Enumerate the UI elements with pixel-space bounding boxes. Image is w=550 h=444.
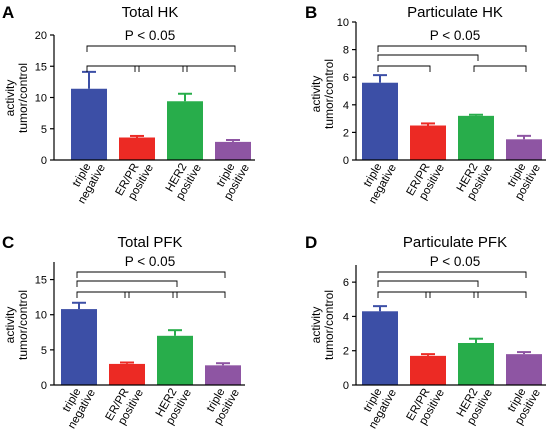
bar-0 [71,88,107,160]
significance-bracket [172,291,226,298]
bar-1 [119,137,155,160]
y-tick-label: 0 [343,155,349,167]
panel-d: D Particulate PFK activitytumor/control 0 2 4… [305,233,546,431]
y-tick-label: 2 [343,127,349,139]
significance-label: P < 0.05 [125,28,175,43]
category-label: ER/PRpositive [114,156,156,205]
bar-3 [506,354,542,385]
y-tick-label: 10 [337,17,349,29]
y-axis-label: activitytumor/control [3,63,30,133]
significance-bracket [377,65,431,72]
panel-c: C Total PFK activitytumor/control 0 5 10 15 tri… [2,233,245,431]
bar-1 [410,125,446,160]
bar-2 [458,343,494,385]
y-tick-label: 15 [35,61,47,73]
significance-label: P < 0.05 [125,254,175,269]
y-axis-label-line: tumor/control [322,290,336,360]
bar-1 [410,355,446,385]
bar-3 [506,139,542,160]
y-tick-label: 10 [35,310,47,322]
panel-title: Particulate HK [407,4,503,21]
bar-0 [362,311,398,385]
panel-letter: B [305,3,317,22]
significance-bracket [76,280,178,287]
y-tick-label: 10 [35,93,47,105]
y-axis-label-line: activity [3,80,17,117]
category-label: triplenegative [55,381,98,431]
panel-title: Total PFK [117,234,182,251]
bar-0 [61,309,97,385]
category-label: triplenegative [65,156,108,206]
category-label: triplepositive [502,381,543,427]
category-label: triplepositive [201,381,242,427]
y-tick-label: 4 [343,100,349,112]
bar-3 [215,141,251,160]
significance-label: P < 0.05 [430,28,480,43]
significance-bracket [182,65,236,72]
y-tick-label: 0 [343,380,349,392]
category-label: HER2positive [153,381,194,427]
y-axis-label-line: tumor/control [322,59,336,129]
y-axis-label: activitytumor/control [309,290,336,360]
panel-letter: D [305,233,317,252]
y-axis-label-line: activity [309,76,323,113]
y-tick-label: 6 [343,72,349,84]
y-tick-label: 6 [343,277,349,289]
category-label: HER2positive [454,156,495,202]
category-label: triplenegative [356,156,399,206]
significance-bracket [86,45,236,52]
significance-bracket [377,280,479,287]
y-tick-label: 8 [343,45,349,57]
category-label: triplepositive [502,156,543,202]
significance-bracket [76,291,130,298]
y-tick-label: 2 [343,346,349,358]
bar-3 [205,365,241,385]
y-axis-label-line: tumor/control [16,63,30,133]
bar-2 [157,335,193,385]
bar-0 [362,82,398,160]
significance-bracket [377,54,479,61]
y-axis-label-line: tumor/control [16,290,30,360]
significance-bracket [86,65,140,72]
panel-title: Particulate PFK [403,234,507,251]
y-axis-label-line: activity [309,307,323,344]
category-label: HER2positive [163,156,204,202]
category-label: HER2positive [454,381,495,427]
category-label: triplenegative [356,381,399,431]
bar-1 [109,363,145,385]
panel-letter: C [2,233,14,252]
category-label: triplepositive [211,156,252,202]
y-tick-label: 20 [35,30,47,42]
y-tick-label: 0 [41,380,47,392]
y-axis-label-line: activity [3,307,17,344]
panel-letter: A [2,3,14,22]
significance-bracket [377,291,431,298]
significance-bracket [377,271,527,278]
significance-bracket [473,291,527,298]
category-label: ER/PRpositive [405,156,447,205]
category-label: ER/PRpositive [104,381,146,430]
panel-a: A Total HK activitytumor/control 0 5 10 15 20 tr… [2,3,255,206]
significance-bracket [377,45,527,52]
significance-bracket [76,271,226,278]
category-label: ER/PRpositive [405,381,447,430]
y-axis-label: activitytumor/control [309,59,336,129]
panel-title: Total HK [122,4,179,21]
y-axis-label: activitytumor/control [3,290,30,360]
significance-bracket [134,65,188,72]
y-tick-label: 4 [343,311,349,323]
y-tick-label: 0 [41,155,47,167]
significance-bracket [473,65,527,72]
bar-2 [167,101,203,160]
panel-b: B Particulate HK activitytumor/control 0 2 4 6… [305,3,546,206]
significance-label: P < 0.05 [430,254,480,269]
significance-bracket [425,291,479,298]
y-tick-label: 15 [35,275,47,287]
significance-bracket [124,291,178,298]
y-tick-label: 5 [41,124,47,136]
bar-2 [458,115,494,160]
y-tick-label: 5 [41,345,47,357]
